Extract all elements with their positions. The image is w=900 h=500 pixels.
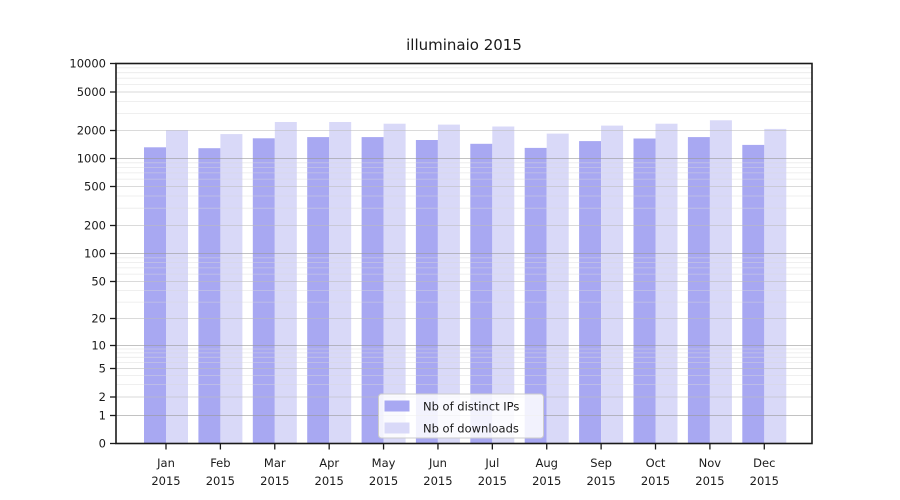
x-tick-label-nov: Nov xyxy=(699,456,722,470)
x-tick-year-sep: 2015 xyxy=(586,474,615,488)
bar-s1-jun xyxy=(437,124,460,444)
bar-s1-may xyxy=(383,123,406,444)
bar-s0-jun xyxy=(415,140,438,444)
y-tick-label-2: 2 xyxy=(99,390,106,404)
legend-swatch-downloads xyxy=(384,422,410,434)
bar-s1-jan xyxy=(166,130,188,444)
x-tick-year-jan: 2015 xyxy=(151,474,180,488)
x-tick-year-apr: 2015 xyxy=(315,474,344,488)
bar-s0-oct xyxy=(633,138,656,444)
x-tick-label-aug: Aug xyxy=(535,456,557,470)
x-tick-label-jul: Jul xyxy=(484,456,499,470)
x-tick-label-may: May xyxy=(372,456,396,470)
x-tick-label-jan: Jan xyxy=(156,456,175,470)
x-tick-label-mar: Mar xyxy=(264,456,286,470)
y-tick-label-2000: 2000 xyxy=(77,124,106,138)
x-tick-year-jun: 2015 xyxy=(423,474,452,488)
bar-s0-sep xyxy=(579,141,602,444)
y-tick-label-10000: 10000 xyxy=(69,57,106,71)
x-tick-year-mar: 2015 xyxy=(260,474,289,488)
plot-frame xyxy=(115,62,813,445)
bar-s0-mar xyxy=(252,138,275,444)
bar-s1-sep xyxy=(601,125,624,444)
y-tick-label-1: 1 xyxy=(99,409,106,423)
x-tick-label-sep: Sep xyxy=(590,456,612,470)
legend-label-distinct-ips: Nb of distinct IPs xyxy=(423,400,519,414)
bar-s1-dec xyxy=(764,128,787,444)
x-tick-year-may: 2015 xyxy=(369,474,398,488)
bar-s0-dec xyxy=(742,144,765,444)
axis-layer: 100005000200010005002001005020105210Jan2… xyxy=(69,57,779,489)
y-tick-label-100: 100 xyxy=(84,247,106,261)
chart-title: illuminaio 2015 xyxy=(406,36,522,54)
y-tick-label-5: 5 xyxy=(99,362,106,376)
y-tick-label-200: 200 xyxy=(84,219,106,233)
y-tick-label-50: 50 xyxy=(91,275,106,289)
x-tick-year-dec: 2015 xyxy=(750,474,779,488)
x-tick-year-jul: 2015 xyxy=(478,474,507,488)
bar-s1-apr xyxy=(329,122,352,444)
bar-s0-jan xyxy=(144,147,166,444)
x-tick-label-feb: Feb xyxy=(210,456,230,470)
y-tick-label-500: 500 xyxy=(84,180,106,194)
bar-s1-feb xyxy=(220,134,243,444)
legend-label-downloads: Nb of downloads xyxy=(423,422,519,436)
x-tick-label-dec: Dec xyxy=(753,456,775,470)
x-tick-year-feb: 2015 xyxy=(206,474,235,488)
x-tick-year-nov: 2015 xyxy=(695,474,724,488)
bar-s1-mar xyxy=(274,122,297,444)
bar-s0-aug xyxy=(524,147,547,444)
y-tick-label-0: 0 xyxy=(99,437,106,451)
bar-s1-oct xyxy=(655,123,678,444)
bar-s0-feb xyxy=(198,148,221,444)
bar-s1-jul xyxy=(492,126,515,444)
legend-box xyxy=(378,393,544,439)
x-tick-label-jun: Jun xyxy=(428,456,447,470)
bar-s1-aug xyxy=(546,133,569,444)
legend: Nb of distinct IPs Nb of downloads xyxy=(378,393,544,439)
x-tick-year-oct: 2015 xyxy=(641,474,670,488)
y-tick-label-1000: 1000 xyxy=(77,152,106,166)
x-tick-year-aug: 2015 xyxy=(532,474,561,488)
y-tick-label-5000: 5000 xyxy=(77,85,106,99)
legend-swatch-distinct-ips xyxy=(384,400,410,412)
x-tick-label-oct: Oct xyxy=(646,456,666,470)
y-tick-label-10: 10 xyxy=(91,339,106,353)
y-tick-label-20: 20 xyxy=(91,312,106,326)
x-tick-label-apr: Apr xyxy=(319,456,339,470)
